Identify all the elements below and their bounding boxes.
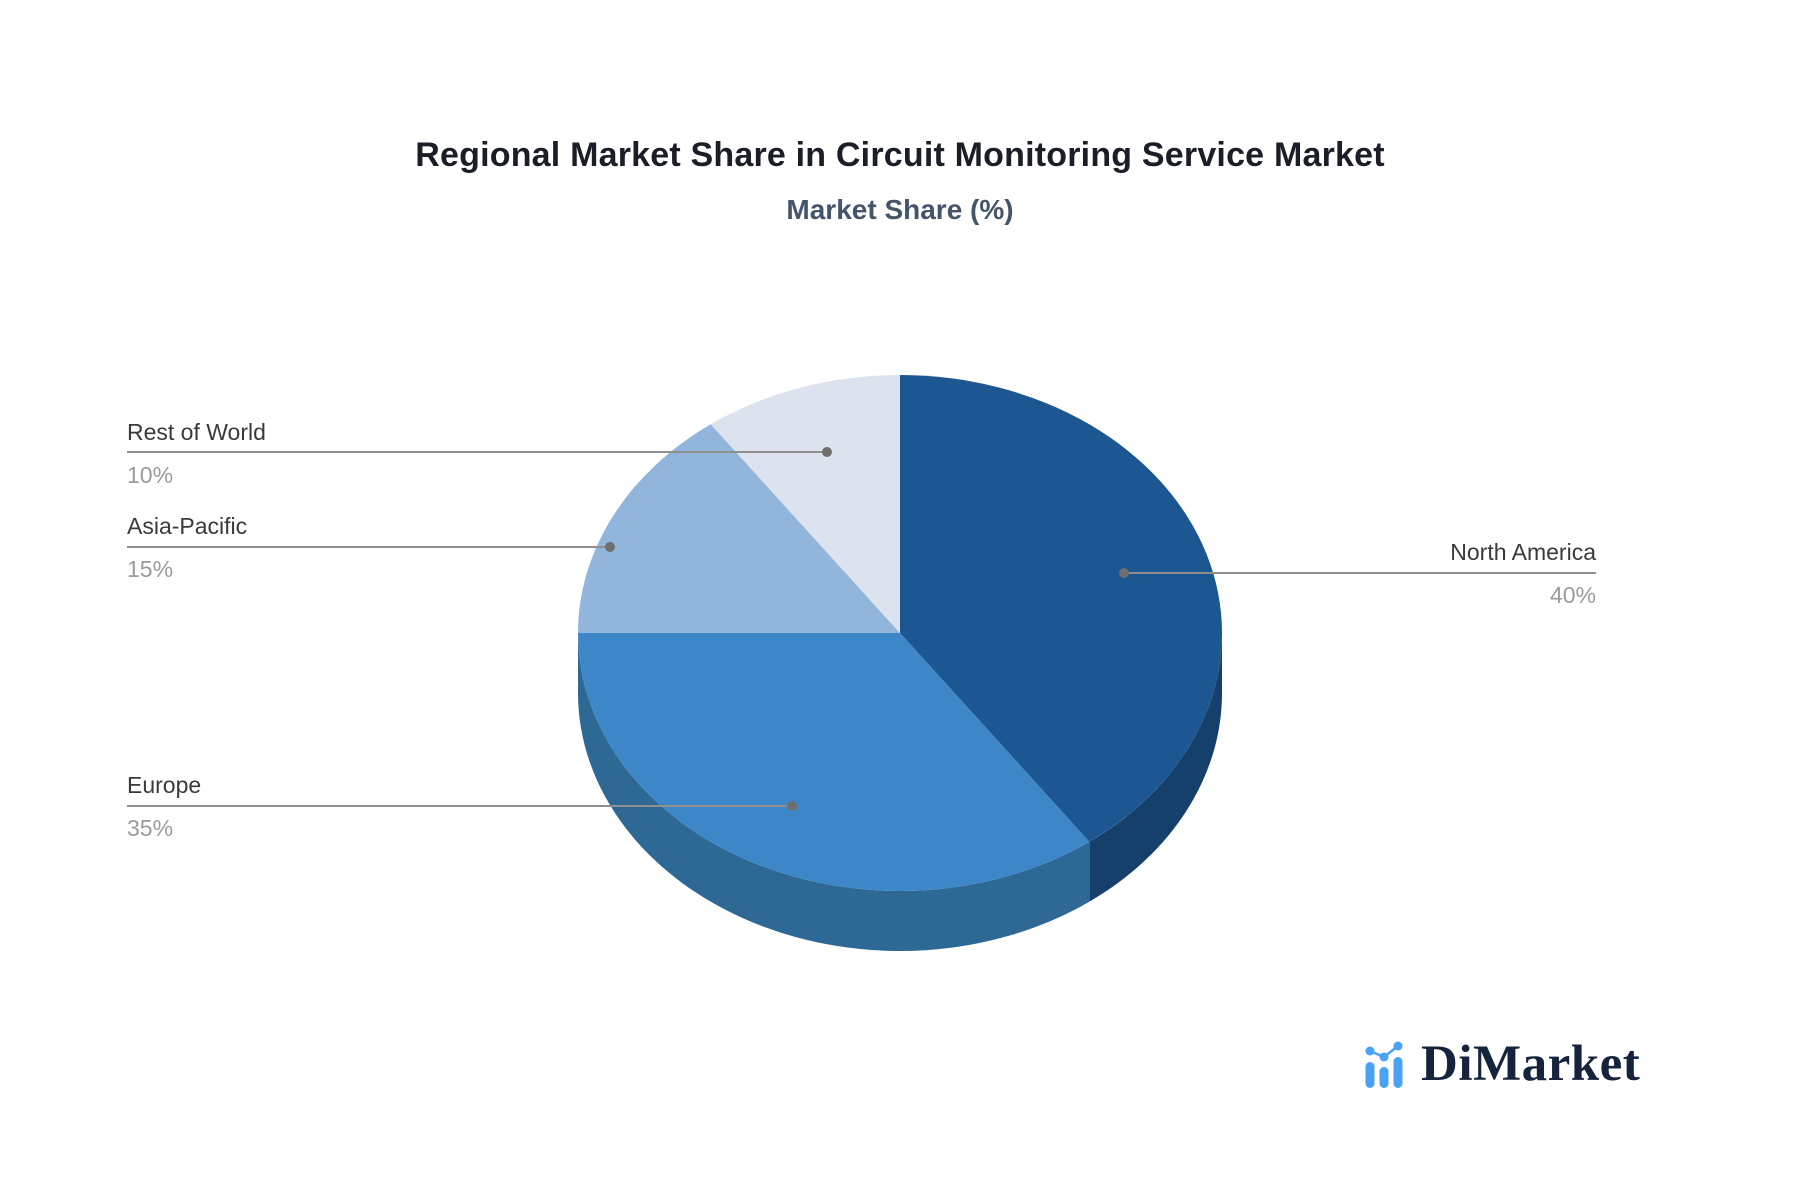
callout-north-america: North America 40%: [1450, 539, 1596, 609]
leader-dot-rest-of-world: [822, 447, 832, 457]
slice-label: Rest of World: [127, 419, 266, 445]
slice-label: North America: [1450, 539, 1596, 565]
callout-asia-pacific: Asia-Pacific 15%: [127, 513, 247, 583]
slice-label: Asia-Pacific: [127, 513, 248, 539]
leader-dot-europe: [787, 801, 797, 811]
slice-label: Europe: [127, 772, 202, 798]
chart-title: Regional Market Share in Circuit Monitor…: [415, 136, 1385, 174]
slice-percent: 40%: [1549, 582, 1596, 608]
pie-slice-rest-of-world[interactable]: [710, 375, 900, 633]
callout-europe: Europe 35%: [127, 772, 201, 842]
slice-percent: 15%: [127, 556, 174, 582]
leader-dot-asia-pacific: [605, 542, 615, 552]
pie-side-north-america: [1089, 633, 1222, 902]
logo-text: DiMarket: [1421, 1036, 1641, 1092]
logo: DiMarket: [1362, 1036, 1641, 1092]
slice-percent: 10%: [127, 462, 174, 488]
bar-chart-logo-icon: [1365, 1041, 1403, 1088]
chart-subtitle: Market Share (%): [786, 194, 1014, 225]
slice-percent: 35%: [127, 815, 174, 841]
leader-dot-north-america: [1119, 568, 1129, 578]
callout-rest-of-world: Rest of World 10%: [127, 419, 266, 489]
pie-slice-europe[interactable]: [578, 633, 1090, 891]
pie-slice-asia-pacific[interactable]: [578, 424, 900, 633]
pie-side-europe: [578, 633, 1090, 952]
pie-slice-north-america[interactable]: [900, 375, 1222, 842]
